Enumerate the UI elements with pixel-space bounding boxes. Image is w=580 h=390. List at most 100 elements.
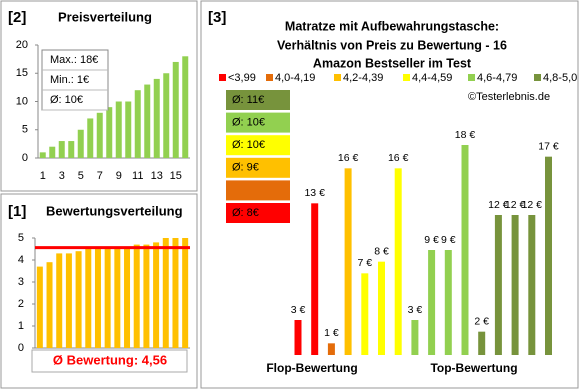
- bar: [428, 250, 436, 355]
- bar: [153, 242, 160, 348]
- legend-swatch: [334, 74, 341, 81]
- bar: [172, 61, 179, 159]
- y-tick-label: 3: [18, 276, 24, 288]
- bar: [378, 261, 385, 355]
- bar: [58, 141, 65, 158]
- y-tick-label: 0: [22, 152, 28, 164]
- value-label: 9 €: [424, 234, 439, 246]
- x-tick-label: 9: [116, 170, 122, 182]
- average-label: Ø: 9€: [232, 162, 259, 174]
- value-label: 16 €: [338, 152, 359, 164]
- y-tick-label: 4: [18, 254, 24, 266]
- bar: [327, 343, 335, 355]
- bar: [94, 249, 101, 348]
- bar: [172, 238, 179, 348]
- bar: [65, 253, 72, 348]
- bar: [115, 101, 122, 158]
- legend-swatch: [219, 74, 226, 81]
- value-label: 12 €: [488, 199, 509, 211]
- annotation: Min.: 1€: [50, 74, 89, 86]
- panel-label: [1]: [8, 203, 26, 220]
- bar: [134, 90, 141, 158]
- annotation-box: [41, 49, 109, 111]
- legend-label: <3,99: [228, 72, 256, 84]
- y-tick-label: 10: [16, 95, 28, 107]
- value-label: 9 €: [441, 234, 456, 246]
- average-box: [31, 349, 188, 373]
- average-box: [226, 112, 290, 133]
- legend-label: 4,0-4,19: [275, 72, 315, 84]
- bar: [478, 331, 486, 355]
- group-label: Top-Bewertung: [430, 361, 517, 375]
- average-label: Ø: 11€: [232, 94, 264, 106]
- y-tick-label: 2: [18, 298, 24, 310]
- bar: [106, 107, 113, 158]
- bar: [545, 156, 552, 355]
- group-label: Flop-Bewertung: [266, 361, 357, 375]
- value-label: 8 €: [374, 245, 389, 257]
- legend-swatch: [403, 74, 410, 81]
- bar: [144, 84, 151, 158]
- bar: [294, 320, 302, 355]
- average-label: Ø: 10€: [232, 139, 265, 151]
- bar: [56, 253, 63, 348]
- value-label: 2 €: [474, 315, 489, 327]
- average-label: Ø: 10€: [232, 117, 265, 129]
- title-line: Amazon Bestseller im Test: [313, 56, 472, 70]
- y-tick-label: 0: [18, 342, 24, 354]
- title-line: Matratze mit Aufbewahrungstasche:: [285, 19, 499, 33]
- average-label: Ø: 8€: [232, 207, 259, 219]
- bar: [394, 168, 402, 355]
- y-tick-label: 5: [22, 124, 28, 136]
- value-label: 3 €: [408, 304, 423, 316]
- bar: [133, 244, 140, 348]
- x-tick-label: 3: [59, 170, 65, 182]
- panel-title: Bewertungsverteilung: [46, 203, 183, 218]
- bar: [75, 251, 82, 348]
- x-tick-label: 15: [170, 170, 182, 182]
- bar: [163, 73, 170, 158]
- y-tick-label: 20: [16, 39, 28, 51]
- legend-label: 4,6-4,79: [477, 72, 517, 84]
- bar: [125, 101, 132, 158]
- bar: [36, 266, 43, 348]
- bar: [461, 145, 469, 355]
- bar: [46, 262, 53, 348]
- y-tick-label: 5: [18, 232, 24, 244]
- average-box: [226, 203, 290, 223]
- bar: [344, 168, 352, 355]
- bar: [114, 246, 121, 348]
- legend-swatch: [468, 74, 475, 81]
- legend-swatch: [534, 74, 541, 81]
- bar: [361, 273, 369, 355]
- average-box: [226, 157, 290, 178]
- value-label: 16 €: [388, 152, 409, 164]
- value-label: 12 €: [522, 199, 543, 211]
- legend-label: 4,4-4,59: [412, 72, 452, 84]
- panel-title: Preisverteilung: [58, 9, 152, 24]
- average-box: [226, 90, 290, 110]
- bar: [87, 118, 94, 158]
- legend-label: 4,2-4,39: [343, 72, 383, 84]
- bar: [411, 320, 419, 355]
- x-tick-label: 5: [78, 170, 84, 182]
- panel-label: [3]: [208, 9, 226, 26]
- value-label: 1 €: [324, 327, 339, 339]
- bar: [182, 56, 189, 158]
- x-tick-label: 11: [132, 170, 143, 182]
- value-label: 3 €: [291, 304, 306, 316]
- bar: [96, 112, 103, 158]
- bar: [49, 146, 56, 158]
- value-label: 18 €: [455, 129, 476, 141]
- bar: [162, 238, 169, 348]
- bar: [444, 250, 452, 355]
- bar: [311, 203, 319, 355]
- bar: [511, 215, 519, 355]
- average-box: [226, 180, 290, 201]
- legend-label: 4,8-5,0: [543, 72, 577, 84]
- panel-label: [2]: [8, 9, 26, 26]
- bar: [124, 246, 131, 348]
- value-label: 17 €: [538, 140, 559, 152]
- y-tick-label: 1: [18, 320, 24, 332]
- title-line: Verhältnis von Preis zu Bewertung - 16: [277, 38, 507, 52]
